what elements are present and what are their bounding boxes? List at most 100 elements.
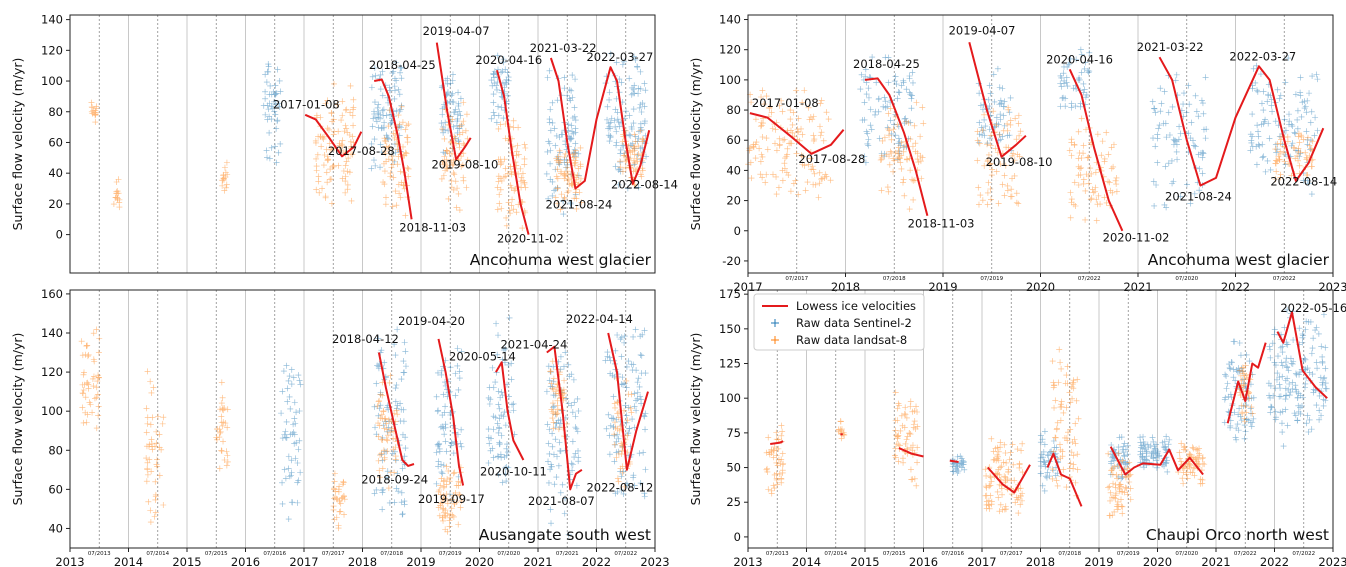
raw-data-point bbox=[1149, 434, 1156, 441]
mid-year-label: 07/2019 bbox=[1117, 551, 1140, 557]
raw-data-point bbox=[397, 64, 404, 71]
raw-data-point bbox=[1322, 397, 1329, 404]
raw-data-point bbox=[1142, 446, 1149, 453]
raw-data-point bbox=[1108, 144, 1115, 151]
raw-data-point bbox=[1051, 382, 1058, 389]
y-axis-label: Surface flow velocity (m/yr) bbox=[688, 58, 703, 231]
raw-data-point bbox=[985, 179, 992, 186]
raw-data-point bbox=[335, 525, 342, 532]
raw-data-point bbox=[1295, 133, 1302, 140]
raw-data-point bbox=[156, 431, 163, 438]
raw-data-point bbox=[747, 144, 754, 151]
raw-data-point bbox=[561, 194, 568, 201]
raw-data-point bbox=[1088, 195, 1095, 202]
raw-data-point bbox=[907, 398, 914, 405]
raw-data-point bbox=[1254, 88, 1261, 95]
x-tick-label: 2016 bbox=[909, 555, 938, 567]
raw-data-point bbox=[1291, 410, 1298, 417]
raw-data-point bbox=[805, 161, 812, 168]
raw-data-point bbox=[641, 490, 648, 497]
raw-data-point bbox=[1009, 441, 1016, 448]
raw-data-point bbox=[634, 64, 641, 71]
raw-data-point bbox=[372, 162, 379, 169]
raw-data-point bbox=[1304, 177, 1311, 184]
raw-data-point bbox=[544, 148, 551, 155]
date-annotations: 2018-04-122018-09-242019-04-202019-09-17… bbox=[332, 312, 653, 508]
raw-data-point bbox=[573, 482, 580, 489]
raw-data-point bbox=[869, 54, 876, 61]
raw-data-point bbox=[83, 419, 90, 426]
raw-data-cluster-landsat bbox=[835, 418, 848, 442]
raw-data-point bbox=[758, 122, 765, 129]
raw-data-point bbox=[558, 191, 565, 198]
raw-data-point bbox=[1095, 192, 1102, 199]
raw-data-point bbox=[787, 188, 794, 195]
raw-data-cluster-sentinel bbox=[1149, 71, 1210, 211]
raw-data-point bbox=[1281, 158, 1288, 165]
mid-year-label: 07/2019 bbox=[439, 551, 462, 557]
raw-data-point bbox=[503, 445, 510, 452]
raw-data-point bbox=[349, 151, 356, 158]
raw-data-point bbox=[1202, 74, 1209, 81]
raw-data-point bbox=[1253, 87, 1260, 94]
raw-data-point bbox=[338, 117, 345, 124]
date-annotation: 2017-01-08 bbox=[752, 96, 819, 110]
raw-data-point bbox=[1188, 119, 1195, 126]
raw-data-point bbox=[776, 135, 783, 142]
raw-data-point bbox=[549, 385, 556, 392]
raw-data-point bbox=[956, 460, 963, 467]
raw-data-point bbox=[635, 143, 642, 150]
y-tick-label: 50 bbox=[726, 461, 741, 475]
raw-data-point bbox=[556, 147, 563, 154]
raw-data-point bbox=[1260, 107, 1267, 114]
raw-data-point bbox=[1178, 458, 1185, 465]
raw-data-point bbox=[549, 415, 556, 422]
raw-data-point bbox=[549, 408, 556, 415]
raw-data-point bbox=[1062, 103, 1069, 110]
raw-data-point bbox=[1232, 377, 1239, 384]
raw-data-point bbox=[550, 363, 557, 370]
raw-data-point bbox=[818, 176, 825, 183]
raw-data-point bbox=[378, 411, 385, 418]
raw-data-point bbox=[1037, 432, 1044, 439]
raw-data-point bbox=[999, 491, 1006, 498]
raw-data-point bbox=[1119, 457, 1126, 464]
raw-data-point bbox=[1052, 397, 1059, 404]
raw-data-point bbox=[391, 469, 398, 476]
raw-data-point bbox=[80, 371, 87, 378]
raw-data-point bbox=[1040, 454, 1047, 461]
raw-data-point bbox=[1165, 160, 1172, 167]
raw-data-point bbox=[372, 72, 379, 79]
raw-data-point bbox=[752, 155, 759, 162]
raw-data-point bbox=[508, 184, 515, 191]
raw-data-point bbox=[549, 192, 556, 199]
raw-data-point bbox=[1272, 160, 1279, 167]
raw-data-point bbox=[219, 406, 226, 413]
x-tick-label: 2020 bbox=[465, 555, 494, 567]
raw-data-point bbox=[392, 456, 399, 463]
raw-data-cluster-sentinel bbox=[278, 362, 304, 523]
raw-data-point bbox=[1005, 144, 1012, 151]
raw-data-point bbox=[903, 414, 910, 421]
raw-data-point bbox=[294, 499, 301, 506]
raw-data-point bbox=[283, 418, 290, 425]
raw-data-point bbox=[393, 202, 400, 209]
raw-data-point bbox=[1176, 123, 1183, 130]
raw-data-point bbox=[368, 140, 375, 147]
raw-data-point bbox=[1012, 115, 1019, 122]
raw-data-point bbox=[1037, 439, 1044, 446]
raw-data-point bbox=[1260, 153, 1267, 160]
raw-data-point bbox=[265, 63, 272, 70]
raw-data-point bbox=[763, 449, 770, 456]
raw-data-point bbox=[290, 374, 297, 381]
raw-data-point bbox=[1072, 440, 1079, 447]
raw-data-point bbox=[982, 466, 989, 473]
raw-data-point bbox=[395, 112, 402, 119]
y-tick-label: 140 bbox=[41, 326, 63, 340]
raw-data-point bbox=[1010, 150, 1017, 157]
raw-data-point bbox=[1093, 217, 1100, 224]
raw-data-point bbox=[371, 136, 378, 143]
raw-data-point bbox=[508, 202, 515, 209]
raw-data-point bbox=[160, 502, 167, 509]
raw-data-point bbox=[490, 91, 497, 98]
